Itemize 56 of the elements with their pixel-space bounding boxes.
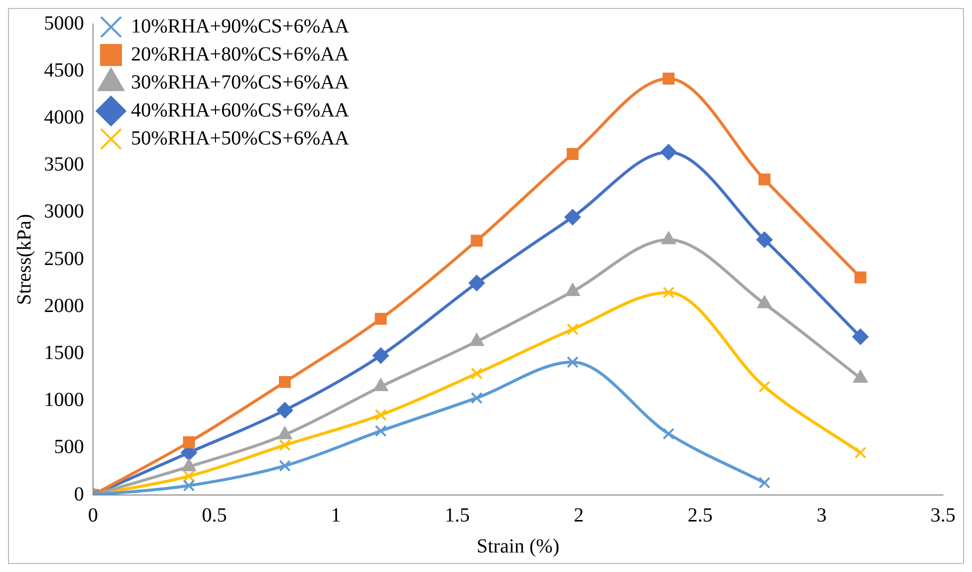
point	[756, 232, 772, 248]
point	[758, 476, 770, 489]
point	[374, 424, 387, 437]
x-tick-label: 1	[330, 504, 341, 526]
point	[468, 275, 485, 292]
point	[372, 348, 389, 364]
point	[662, 72, 675, 85]
point	[566, 356, 579, 368]
y-tick-label: 4000	[44, 106, 84, 128]
y-tick-label: 5000	[44, 12, 84, 34]
y-tick-label: 1500	[44, 342, 84, 364]
point	[374, 408, 387, 421]
x-tick-label: 3.5	[930, 504, 956, 526]
x-tick-label: 1.5	[444, 504, 470, 526]
y-tick-label: 1000	[44, 389, 84, 412]
legend-label: 30%RHA+70%CS+6%AA	[131, 71, 350, 94]
point	[662, 428, 675, 440]
legend-label: 50%RHA+50%CS+6%AA	[131, 127, 350, 150]
x-axis-title: Strain (%)	[476, 535, 560, 558]
point	[566, 148, 579, 160]
point	[182, 436, 195, 448]
legend-label: 10%RHA+90%CS+6%AA	[131, 15, 350, 38]
point	[852, 328, 868, 345]
point	[182, 470, 195, 482]
point	[662, 286, 675, 298]
point	[182, 480, 195, 492]
y-tick-label: 2000	[44, 294, 84, 317]
y-tick-label: 3000	[44, 200, 84, 223]
x-tick-label: 2	[574, 504, 584, 526]
x-tick-label: 3	[816, 504, 827, 526]
point	[374, 312, 387, 325]
point	[470, 392, 483, 404]
x-tick-label: 0	[88, 504, 98, 526]
point	[278, 376, 291, 388]
point	[854, 446, 866, 459]
point	[758, 173, 770, 186]
point	[758, 380, 770, 393]
x-tick-label: 2.5	[688, 504, 713, 526]
y-tick-label: 500	[54, 436, 84, 458]
point	[278, 460, 291, 472]
point	[660, 144, 677, 160]
point	[854, 271, 866, 284]
y-tick-label: 0	[74, 483, 84, 506]
y-axis-title: Stress(kPa)	[13, 214, 36, 306]
point	[470, 368, 483, 380]
point	[566, 323, 579, 336]
point	[278, 439, 291, 452]
legend-label: 40%RHA+60%CS+6%AA	[131, 99, 350, 122]
point	[470, 234, 483, 247]
point	[276, 402, 293, 418]
y-tick-label: 3500	[44, 154, 84, 176]
y-tick-label: 4500	[44, 59, 84, 82]
x-tick-label: 0.5	[202, 504, 227, 526]
point	[564, 209, 581, 226]
legend-label: 20%RHA+80%CS+6%AA	[131, 43, 350, 66]
y-tick-label: 2500	[44, 248, 84, 270]
